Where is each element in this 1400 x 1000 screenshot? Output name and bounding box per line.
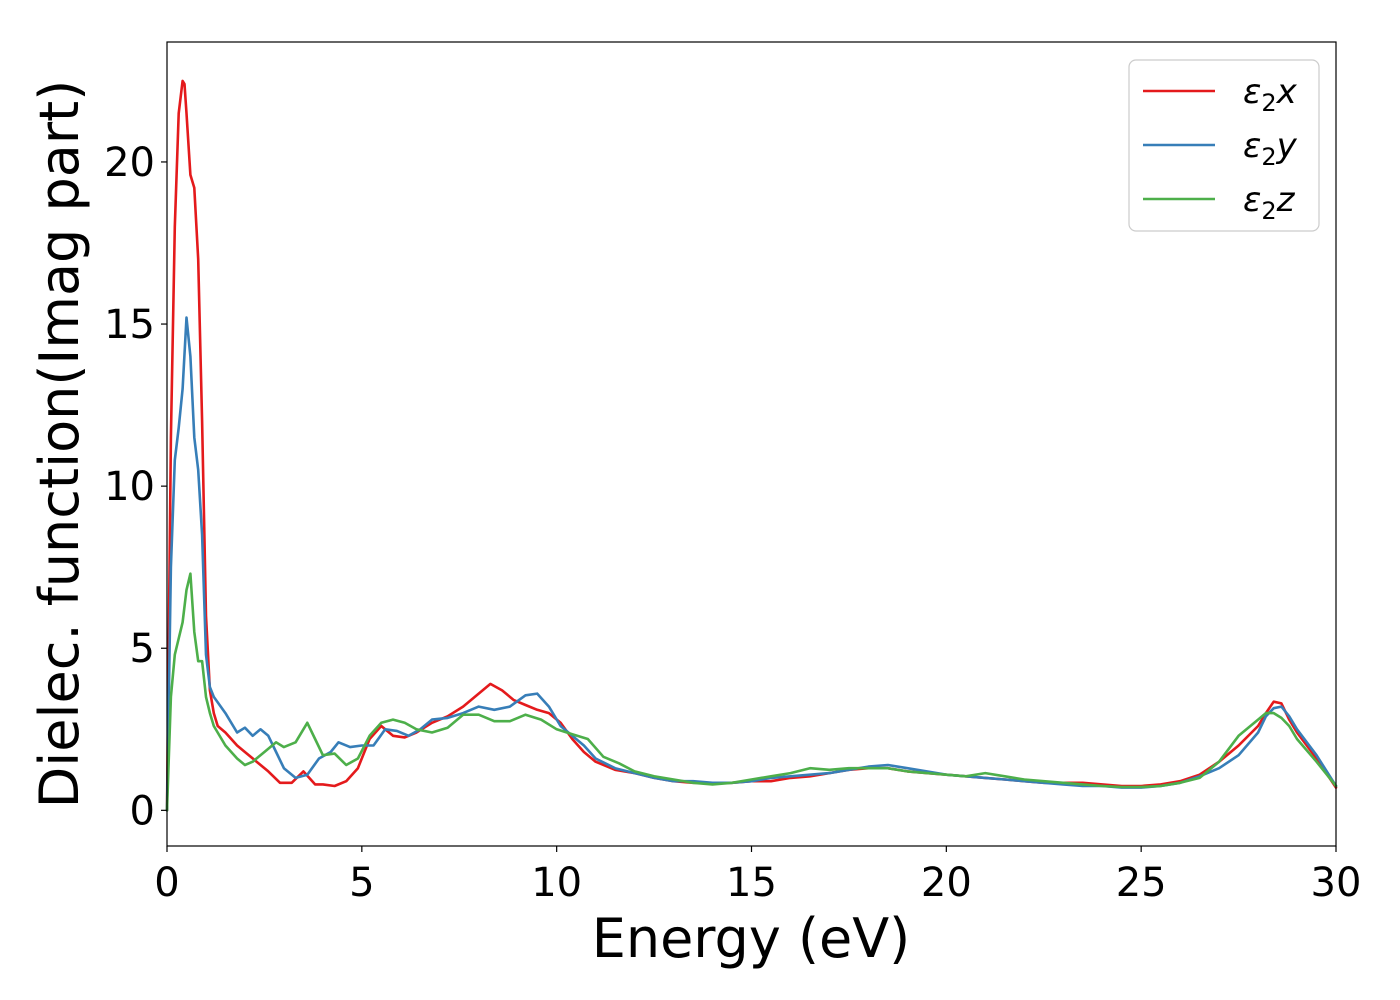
y-tick-label: 5 [130, 626, 155, 672]
x-tick-label: 15 [726, 860, 777, 906]
x-tick-label: 25 [1116, 860, 1167, 906]
legend-frame [1128, 59, 1320, 232]
legend-label: ε2x [1243, 72, 1298, 117]
series-lines [165, 79, 1338, 812]
x-tick-label: 30 [1311, 860, 1362, 906]
legend-label: ε2z [1243, 180, 1296, 225]
series-line-3 [165, 572, 1338, 812]
y-axis-label: Dielec. function(Imag part) [28, 80, 91, 809]
x-tick-label: 10 [531, 860, 582, 906]
y-tick-label: 0 [130, 788, 155, 834]
x-tick-label: 5 [349, 860, 374, 906]
y-axis-ticks: 0 5 10 15 20 [104, 140, 167, 834]
legend-label: ε2y [1243, 126, 1298, 171]
y-tick-label: 10 [104, 464, 155, 510]
x-axis-label: Energy (eV) [592, 907, 911, 970]
legend: ε2x ε2y ε2z [1128, 59, 1320, 232]
y-tick-label: 20 [104, 140, 155, 186]
legend-items: ε2x ε2y ε2z [1143, 72, 1298, 225]
y-tick-label: 15 [104, 302, 155, 348]
x-axis-ticks: 0 5 10 15 20 25 30 [154, 846, 1361, 906]
x-tick-label: 20 [921, 860, 972, 906]
x-tick-label: 0 [154, 860, 179, 906]
